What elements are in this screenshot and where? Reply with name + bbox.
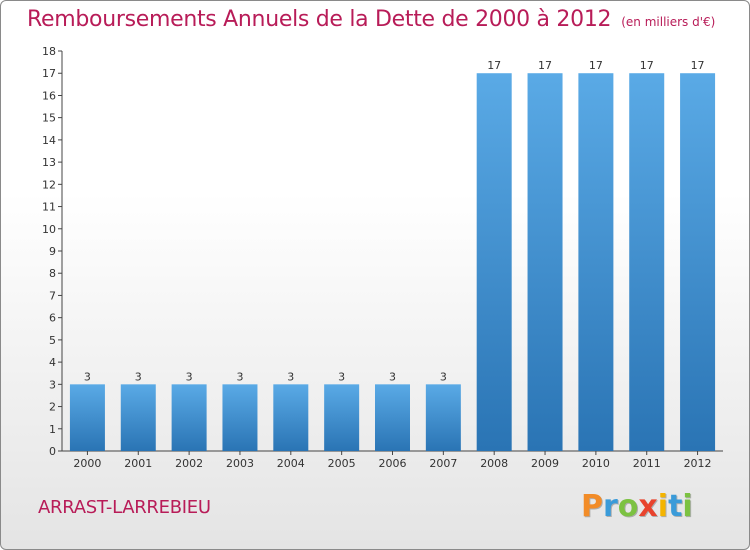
bar [629, 73, 665, 451]
y-tick-label: 2 [49, 401, 56, 414]
bar-value-label: 17 [487, 59, 501, 72]
bar [578, 73, 614, 451]
x-tick-label: 2008 [480, 457, 508, 470]
x-tick-label: 2012 [684, 457, 712, 470]
y-tick-label: 8 [49, 267, 56, 280]
logo-letter: i [657, 489, 669, 524]
bar-value-label: 3 [84, 370, 91, 383]
x-tick-label: 2002 [175, 457, 203, 470]
x-tick-label: 2011 [633, 457, 661, 470]
x-tick-label: 2007 [429, 457, 457, 470]
bar [222, 384, 258, 451]
chart-title-block: Remboursements Annuels de la Dette de 20… [27, 7, 715, 32]
x-tick-label: 2005 [328, 457, 356, 470]
y-tick-label: 15 [42, 112, 56, 125]
bar [425, 384, 461, 451]
logo-letter: x [638, 489, 658, 524]
y-tick-label: 18 [42, 45, 56, 58]
bar-value-label: 17 [538, 59, 552, 72]
place-name: ARRAST-LARREBIEU [38, 497, 211, 518]
bar [171, 384, 207, 451]
bar [324, 384, 360, 451]
bar-value-label: 17 [691, 59, 705, 72]
logo-letter: i [682, 489, 693, 524]
bar-value-label: 3 [440, 370, 447, 383]
logo-letter: t [668, 489, 683, 524]
y-tick-label: 9 [49, 245, 56, 258]
x-tick-label: 2009 [531, 457, 559, 470]
y-tick-label: 11 [42, 201, 56, 214]
bar-value-label: 17 [640, 59, 654, 72]
y-tick-label: 7 [49, 289, 56, 302]
bar-value-label: 3 [236, 370, 243, 383]
y-tick-label: 3 [49, 378, 56, 391]
x-tick-label: 2001 [124, 457, 152, 470]
chart-title: Remboursements Annuels de la Dette de 20… [27, 7, 612, 32]
y-tick-label: 17 [42, 67, 56, 80]
x-tick-label: 2000 [73, 457, 101, 470]
bar-value-label: 3 [287, 370, 294, 383]
y-tick-label: 16 [42, 89, 56, 102]
x-tick-label: 2006 [379, 457, 407, 470]
y-tick-label: 1 [49, 423, 56, 436]
bar [375, 384, 410, 451]
y-tick-label: 6 [49, 312, 56, 325]
bar [120, 384, 156, 451]
y-tick-label: 13 [42, 156, 56, 169]
bar-value-label: 3 [186, 370, 193, 383]
y-tick-label: 12 [42, 178, 56, 191]
logo-letter: r [603, 489, 618, 524]
chart-unit: (en milliers d'€) [621, 15, 716, 29]
logo-letter: P [581, 489, 603, 524]
y-tick-label: 0 [49, 445, 56, 458]
bar [680, 73, 716, 451]
x-tick-label: 2010 [582, 457, 610, 470]
logo-letter: o [617, 489, 639, 524]
y-tick-label: 10 [42, 223, 56, 236]
x-tick-label: 2003 [226, 457, 254, 470]
bar-value-label: 3 [389, 370, 396, 383]
bar-value-label: 3 [338, 370, 345, 383]
y-tick-label: 4 [49, 356, 56, 369]
y-tick-label: 5 [49, 334, 56, 347]
bar-value-label: 3 [135, 370, 142, 383]
bar-value-label: 17 [589, 59, 603, 72]
x-tick-label: 2004 [277, 457, 305, 470]
y-tick-label: 14 [42, 134, 56, 147]
bar [476, 73, 512, 451]
bar [527, 73, 563, 451]
bar [69, 384, 105, 451]
bar [273, 384, 309, 451]
proxiti-logo: Proxiti [581, 489, 693, 524]
